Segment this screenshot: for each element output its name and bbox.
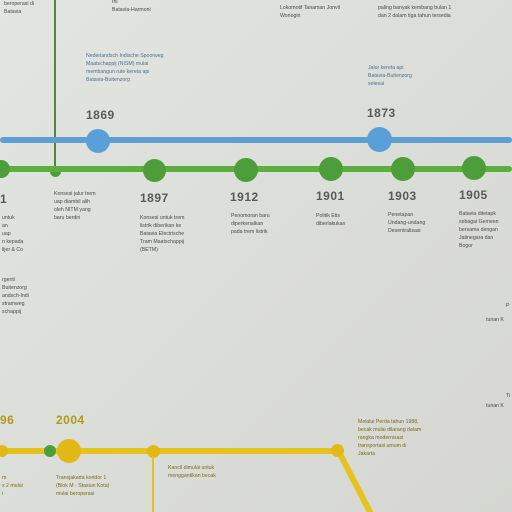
event-nitm-text: Konsesi jalur trem uap diambil alih oleh… [54, 191, 96, 221]
green-node-partial [0, 160, 10, 178]
blue-node-1873 [367, 127, 392, 152]
blue-timeline-line [0, 137, 512, 143]
right-fragment-1: P [506, 303, 510, 309]
event-buitenzorg-text: rgenti Buitenzorg andsch-Indi stramweg s… [2, 277, 29, 315]
event-1905-text: Batavia ditetapk sebagai Gemeen bersama … [459, 211, 499, 249]
event-2004-text: Transjakarta koridor 1 (Blok M - Stasiun… [56, 475, 110, 497]
event-partial-gold-text: m s 2 mulai i [2, 475, 23, 497]
year-partial-96: 96 [0, 413, 15, 427]
gold-node-green-junction [44, 445, 56, 457]
gold-timeline-line [0, 448, 340, 454]
year-partial: 1 [0, 192, 8, 206]
year-1903: 1903 [388, 189, 417, 203]
vertical-connector-line [54, 0, 56, 172]
gold-diagonal-line [335, 447, 373, 512]
year-1901: 1901 [316, 189, 345, 203]
event-1873-text: Jalur kereta api Batavia-Buitenzorg sele… [368, 65, 412, 87]
green-node-1905 [462, 156, 486, 180]
event-partial-text: untuk an uap n kepada lijer & Co [2, 215, 24, 253]
year-1869: 1869 [86, 108, 115, 122]
green-node-1912 [234, 158, 258, 182]
right-fragment-2: tunan K [486, 317, 504, 323]
year-1905: 1905 [459, 188, 488, 202]
gold-node-partial [0, 445, 8, 457]
gold-node-perda [331, 444, 344, 457]
year-1912: 1912 [230, 190, 259, 204]
top-text-1: beroperasi di Batavia [4, 1, 34, 15]
gold-node-kancil [147, 445, 160, 458]
green-node-1903 [391, 157, 415, 181]
event-1903-text: Penetapan Undang-undang Desentralisasi [388, 212, 426, 234]
year-1873: 1873 [367, 106, 396, 120]
event-perda-text: Melalui Perda tahun 1988, becak mulai di… [358, 419, 422, 457]
top-text-2: Ini Batavia-Harmoni [112, 0, 151, 13]
top-text-4: paling banyak kembang bulan 1 dan 2 dala… [378, 5, 452, 19]
green-node-1897 [143, 159, 166, 182]
blue-node-1869 [86, 129, 110, 153]
year-1897: 1897 [140, 191, 169, 205]
event-1901-text: Politik Etis diberlakukan [316, 213, 346, 227]
right-fragment-4: tunan K [486, 403, 504, 409]
year-2004: 2004 [56, 413, 85, 427]
top-text-3: Lokomotif Tanaman Jonvil Wonogiri [280, 5, 340, 19]
event-kancil-text: Kancil dimulai untuk menggantikan becak [168, 465, 216, 479]
event-1912-text: Penomoran baru diperkenalkan pada trem l… [231, 213, 270, 235]
event-1897-text: Konsesi untuk trem listrik diberikan ke … [140, 215, 185, 253]
gold-vertical-line [152, 456, 154, 512]
green-node-1901 [319, 157, 343, 181]
gold-node-2004 [57, 439, 81, 463]
event-1869-text: Nederlandsch Indische Spoorweg Maatschap… [86, 53, 164, 83]
right-fragment-3: Ti [506, 393, 511, 399]
